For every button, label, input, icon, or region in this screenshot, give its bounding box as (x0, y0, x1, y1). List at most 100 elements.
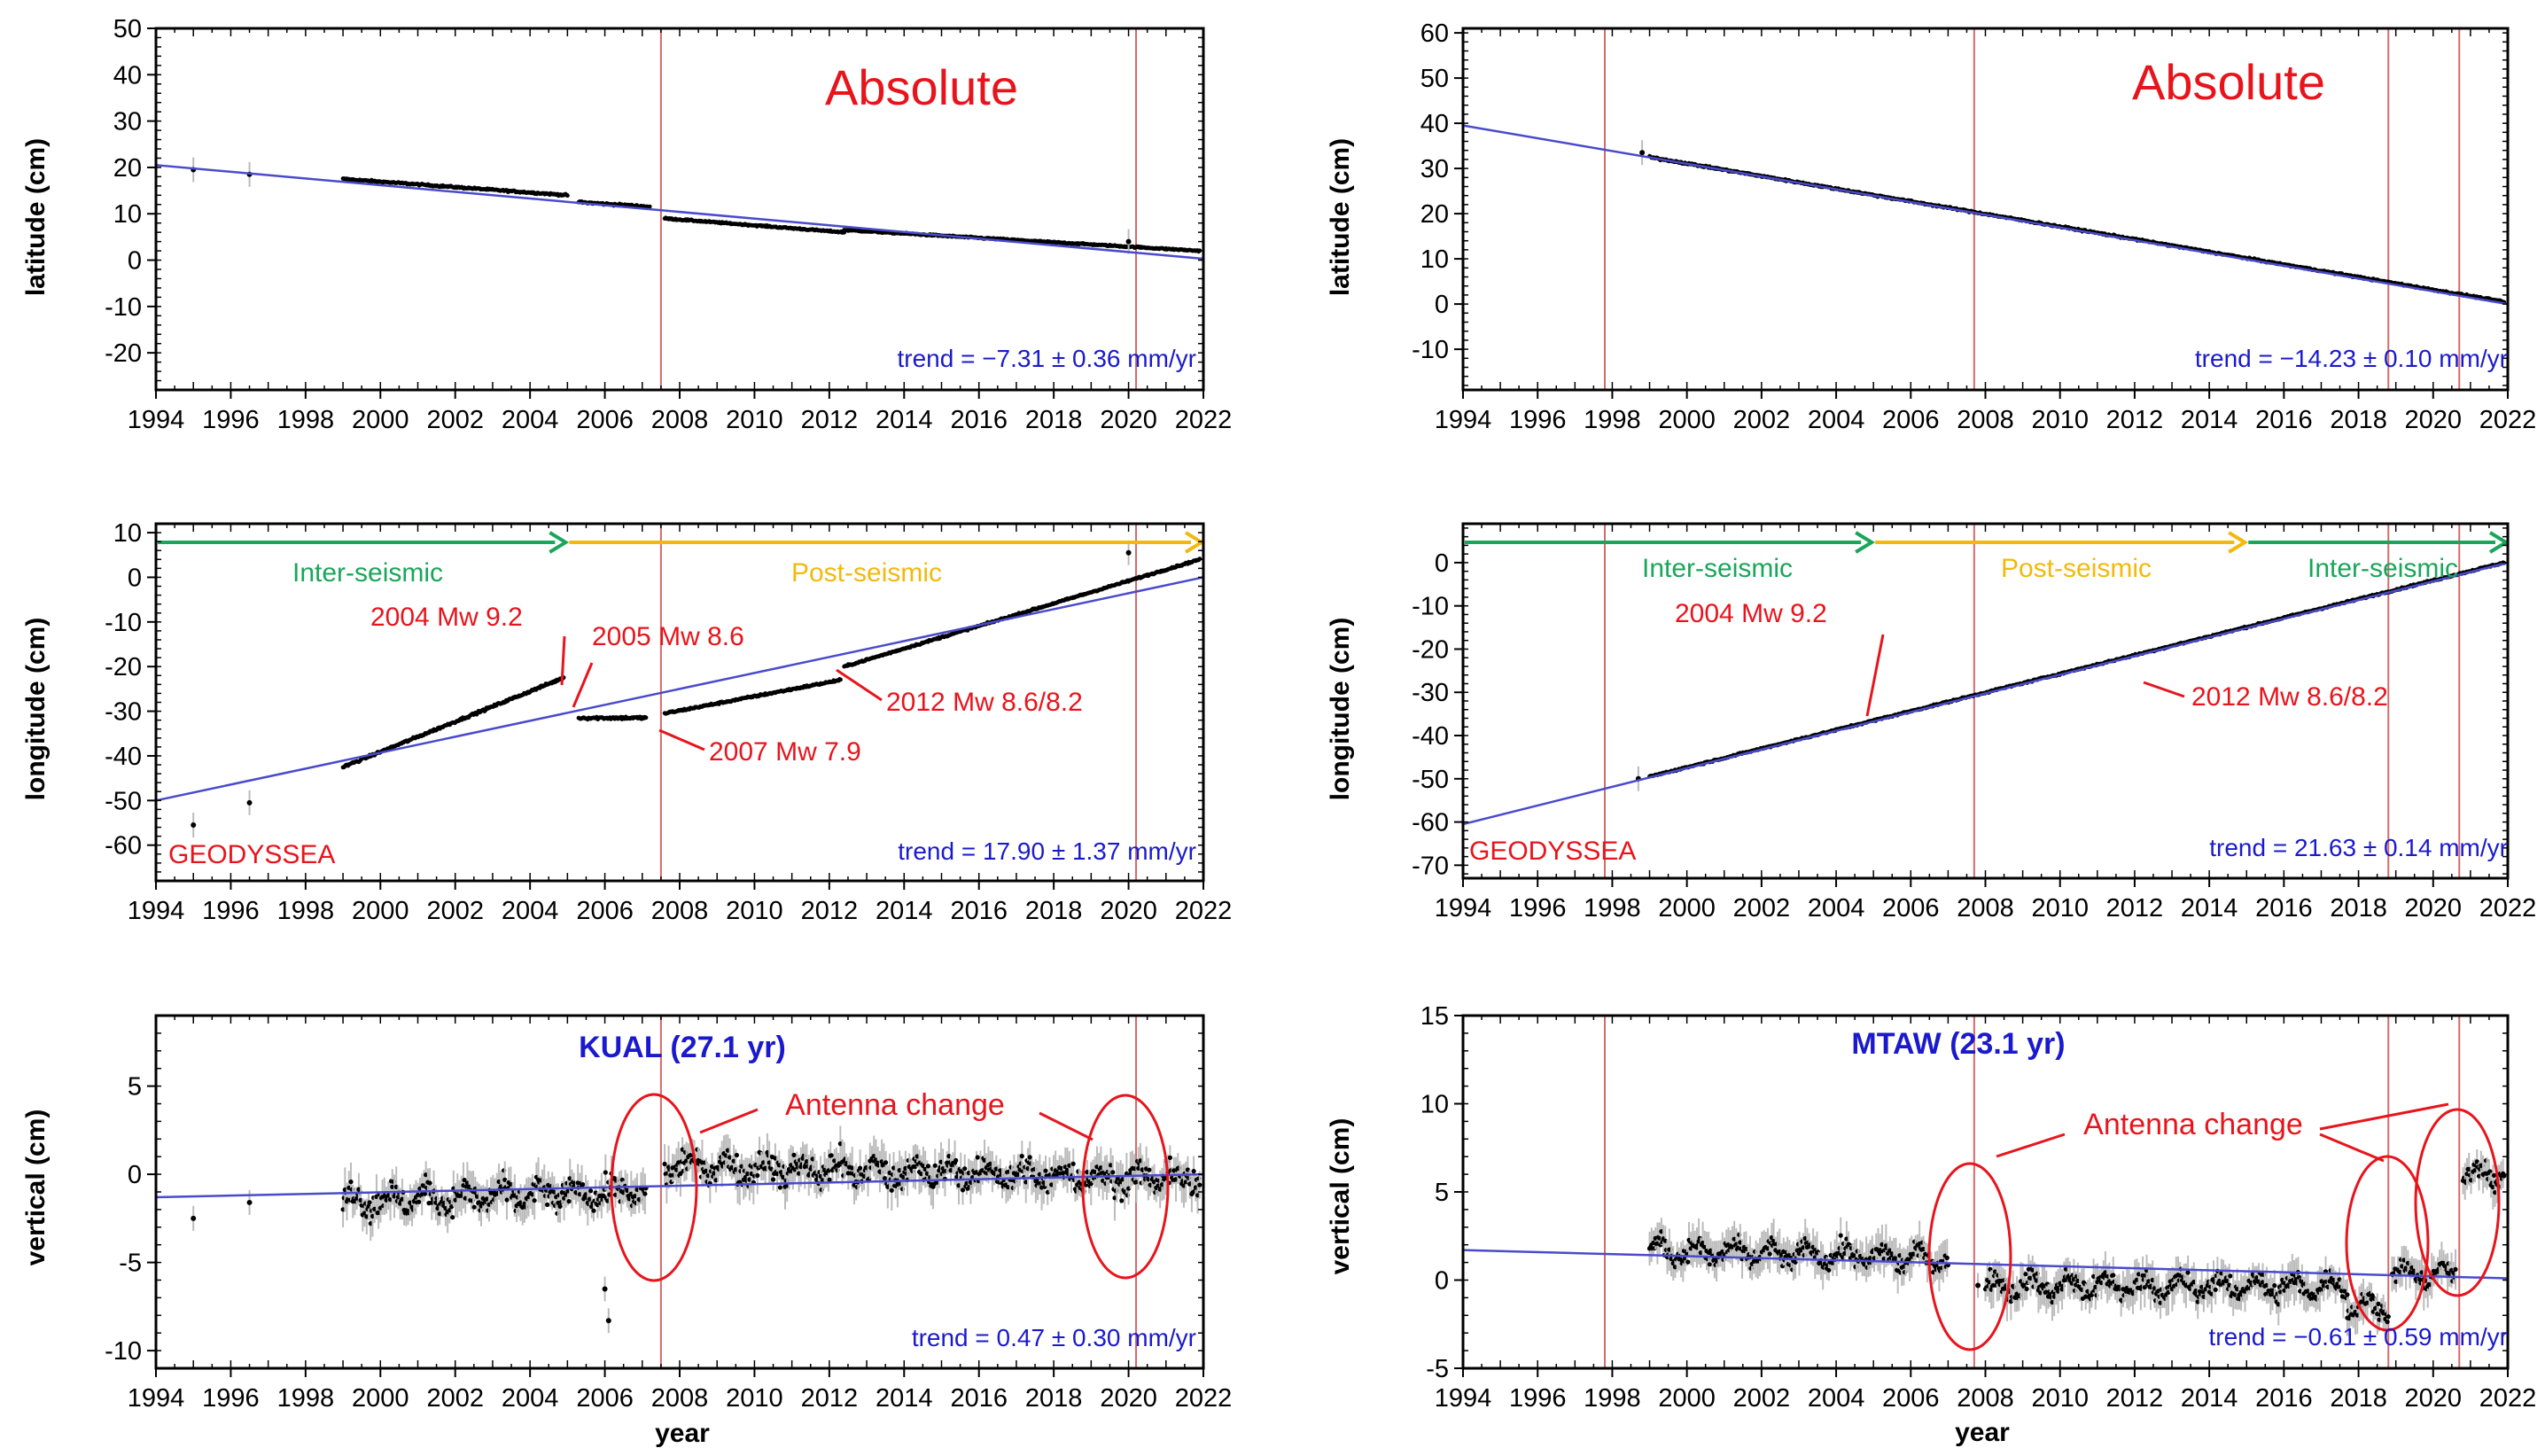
data-point (580, 1182, 586, 1187)
antenna-change-label: Antenna change (785, 1088, 1005, 1122)
x-tick-label: 2014 (876, 406, 933, 434)
x-tick-label: 1996 (202, 1384, 260, 1413)
x-tick-label: 2006 (576, 406, 634, 434)
y-tick-label: 40 (113, 61, 142, 90)
data-point (1197, 1182, 1202, 1187)
x-tick-label: 2012 (801, 1384, 859, 1413)
trend-line (1462, 124, 2509, 306)
data-point (791, 1152, 797, 1157)
data-point (925, 1164, 931, 1169)
y-tick-label: -30 (105, 698, 142, 727)
y-tick-label: -20 (105, 653, 142, 681)
data-point (605, 1318, 611, 1324)
y-tick-label: -5 (119, 1250, 142, 1278)
leader-2005 (572, 662, 594, 708)
y-tick-label: -10 (105, 293, 142, 322)
data-point (962, 1166, 968, 1172)
data-point (734, 1152, 740, 1158)
data-point (1147, 1167, 1152, 1172)
x-tick-label: 2010 (726, 897, 783, 925)
x-tick-label: 2010 (726, 1384, 783, 1413)
x-tick-label: 2014 (876, 1384, 933, 1413)
data-point (1070, 1161, 1076, 1166)
antenna-change-leader (699, 1108, 759, 1134)
x-tick-label: 1996 (1509, 406, 1567, 434)
y-tick-label: 50 (1420, 65, 1449, 93)
panel-title-absolute: Absolute (2132, 54, 2325, 110)
x-tick-label: 2020 (1100, 406, 1157, 434)
y-tick-label: -40 (105, 743, 142, 771)
geodyssea-label: GEODYSSEA (168, 840, 335, 869)
data-point (566, 1199, 572, 1204)
data-point (647, 204, 652, 209)
trend-text: trend = 0.47 ± 0.30 mm/yr (912, 1324, 1196, 1351)
panel-mtaw-latitude: 1994 1996 1998 2000 2002 2004 2006 2008 2010 2012… (1326, 19, 2536, 434)
data-point (246, 799, 253, 806)
x-tick-label: 2006 (576, 1384, 634, 1413)
data-point (1167, 1155, 1172, 1160)
data-point (960, 1187, 966, 1193)
data-point (1191, 1169, 1196, 1174)
data-point (1125, 238, 1132, 245)
x-tick-label: 2020 (1100, 1384, 1157, 1413)
x-tick-label: 2018 (1025, 897, 1083, 925)
x-tick-label: 2008 (651, 406, 709, 434)
x-tick-label: 2014 (2181, 406, 2238, 434)
data-point (882, 1176, 888, 1181)
x-tick-label: 1996 (202, 406, 260, 434)
y-tick-label: -20 (105, 339, 142, 368)
data-point (246, 1199, 253, 1205)
y-tick-label: -10 (105, 1337, 142, 1366)
data-point (932, 1163, 938, 1168)
data-point (416, 1199, 422, 1204)
plot-frame (1461, 27, 2510, 392)
phase-label-inter-seismic: Inter-seismic (292, 558, 443, 588)
y-tick-label: -50 (105, 787, 142, 815)
x-tick-label: 1998 (1584, 406, 1641, 434)
event-annotation-2004: 2004 Mw 9.2 (370, 603, 523, 632)
leader-2012 (836, 668, 883, 702)
x-tick-label: 2004 (502, 1384, 559, 1413)
y-tick-label: 40 (1420, 110, 1449, 138)
x-tick-label: 2004 (1808, 406, 1865, 434)
x-tick-label: 2022 (1175, 1384, 1233, 1413)
data-point (858, 1165, 863, 1171)
y-tick-label: -10 (1412, 336, 1449, 364)
data-point (557, 1203, 563, 1209)
y-tick-label: 10 (113, 200, 142, 229)
data-point (450, 1215, 455, 1220)
x-tick-label: 2022 (1175, 897, 1233, 925)
data-point (504, 1197, 510, 1203)
x-tick-label: 2000 (352, 406, 409, 434)
leader-2007 (658, 728, 705, 751)
data-point (348, 1180, 354, 1185)
data-point (367, 1200, 372, 1205)
y-tick-label: 0 (128, 564, 142, 592)
x-tick-label: 1994 (128, 1384, 185, 1413)
x-tick-label: 2016 (950, 1384, 1008, 1413)
data-point (889, 1187, 894, 1193)
x-tick-label: 1996 (202, 897, 260, 925)
x-tick-label: 2008 (1957, 406, 2014, 434)
data-point (643, 715, 649, 720)
x-tick-label: 1994 (128, 897, 185, 925)
x-tick-label: 2006 (1882, 406, 1940, 434)
plot-frame (154, 27, 1205, 392)
x-tick-label: 2004 (502, 406, 559, 434)
data-point (642, 1191, 648, 1196)
data-point (1043, 1168, 1048, 1173)
data-point (565, 193, 570, 199)
x-tick-label: 1994 (128, 406, 185, 434)
y-tick-label: 10 (1420, 245, 1449, 274)
y-tick-label: 30 (1420, 155, 1449, 183)
x-tick-label: 2012 (2106, 406, 2164, 434)
x-tick-label: 2000 (352, 897, 409, 925)
x-tick-label: 2000 (1658, 406, 1716, 434)
x-tick-label: 1994 (1435, 406, 1492, 434)
data-point (1639, 150, 1646, 156)
y-axis-label: latitude (cm) (21, 138, 51, 296)
data-point (471, 1204, 477, 1210)
x-tick-label: 2022 (2479, 406, 2537, 434)
y-tick-label: 50 (113, 15, 142, 43)
x-tick-label: 2016 (950, 406, 1008, 434)
